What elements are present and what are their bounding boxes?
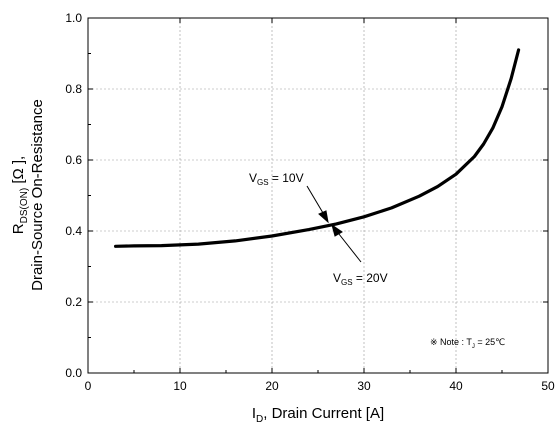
note-text: ※ Note : TJ = 25℃ (430, 337, 505, 350)
annotation-arrows (306, 185, 362, 263)
x-tick-label: 30 (357, 379, 371, 393)
y-tick-label: 0.2 (65, 295, 82, 309)
y-axis-title-line2: Drain-Source On-Resistance (29, 99, 46, 291)
series-line-0 (113, 48, 521, 248)
x-tick-label: 0 (85, 379, 92, 393)
y-tick-label: 0.6 (65, 153, 82, 167)
axis-ticks: 0 10 20 30 40 50 0.0 0.2 0.4 0.6 0.8 1.0 (65, 11, 555, 393)
arrow-head-vgs-10v (318, 210, 329, 224)
y-axis-title-line1: RDS(ON) [Ω ], (10, 156, 30, 234)
annotation-vgs-20v: VGS = 20V (333, 271, 388, 287)
grid (88, 18, 548, 373)
arrow-head-vgs-20v (331, 223, 343, 237)
y-tick-label: 1.0 (65, 11, 82, 25)
plot-frame (87, 17, 549, 374)
x-tick-label: 20 (265, 379, 279, 393)
annotation-vgs-10v: VGS = 10V (249, 171, 304, 187)
y-tick-label: 0.8 (65, 82, 82, 96)
series-group (113, 48, 521, 248)
arrow-vgs-20v (334, 228, 362, 263)
y-tick-label: 0.4 (65, 224, 82, 238)
x-tick-label: 50 (541, 379, 555, 393)
x-tick-label: 10 (173, 379, 187, 393)
x-tick-label: 40 (449, 379, 463, 393)
y-tick-label: 0.0 (65, 366, 82, 380)
x-axis-title: ID, Drain Current [A] (252, 405, 384, 425)
